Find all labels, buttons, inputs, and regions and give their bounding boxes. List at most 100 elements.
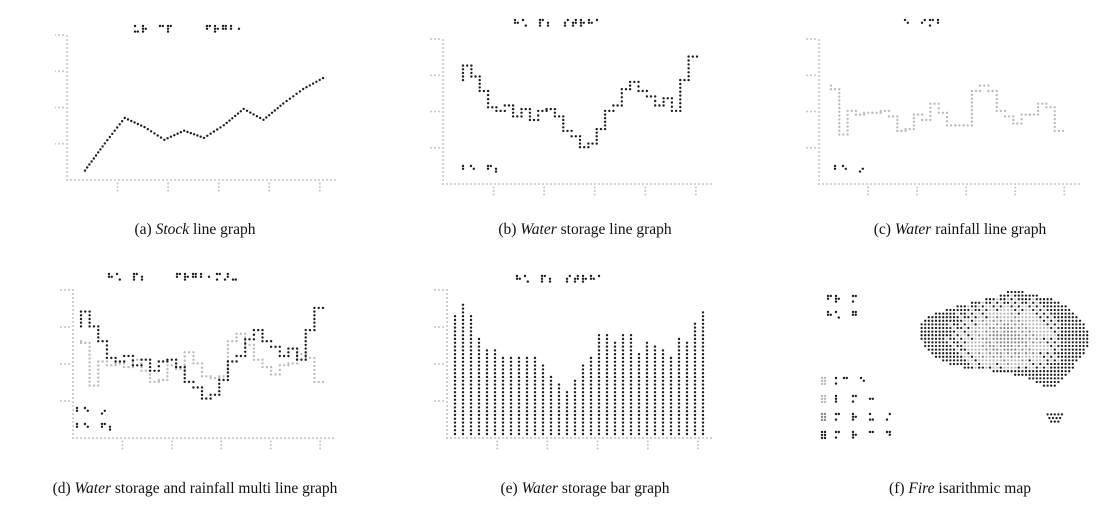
bar-dot: [661, 391, 665, 394]
x-axis-dot: [497, 436, 501, 440]
map-dot: [1028, 352, 1031, 355]
x-tick-dot: [319, 440, 322, 443]
map-dot: [996, 323, 999, 326]
map-dot: [1064, 330, 1067, 333]
x-axis-dot: [641, 436, 645, 440]
braille-dot: [161, 24, 164, 28]
map-dot: [1078, 344, 1082, 348]
map-dot: [1024, 373, 1028, 376]
map-dot: [1086, 330, 1089, 333]
map-dot: [945, 359, 948, 362]
bar-dot: [605, 334, 609, 337]
x-axis-dot: [125, 178, 129, 182]
y-axis-dot: [817, 106, 821, 110]
y-tick-dot: [433, 146, 437, 149]
line-dot: [662, 100, 665, 104]
line-dot: [511, 115, 515, 118]
map-dot: [1042, 330, 1046, 333]
line-dot: [491, 106, 494, 109]
map-dot: [1042, 312, 1046, 315]
fire-isarithmic-map: [820, 290, 1089, 440]
bar-dot: [581, 406, 585, 409]
bar: [517, 356, 521, 436]
x-tick-dot: [269, 443, 272, 447]
x-axis-dot: [601, 436, 605, 440]
map-dot: [1075, 319, 1078, 322]
map-dot: [945, 330, 948, 333]
bar-dot: [645, 417, 649, 420]
y-axis-dot: [441, 114, 445, 118]
map-dot: [1064, 319, 1067, 322]
x-axis-dot: [873, 182, 877, 186]
line-dot: [101, 145, 104, 148]
bar-dot: [605, 387, 609, 390]
y-axis-dot: [71, 364, 75, 368]
map-dot: [974, 323, 977, 326]
bar: [693, 322, 697, 436]
map-dot: [996, 301, 999, 304]
line-dot: [321, 380, 325, 384]
braille-dot: [521, 18, 525, 22]
map-dot: [981, 301, 984, 304]
bar-dot: [461, 303, 465, 306]
line-dot: [136, 358, 139, 361]
y-axis-dot: [445, 340, 449, 344]
braille-dot: [538, 21, 542, 24]
bar-dot: [565, 398, 569, 401]
map-dot: [931, 330, 934, 333]
map-dot: [1032, 344, 1035, 348]
map-dot: [1010, 341, 1013, 344]
bar-dot: [509, 417, 513, 420]
map-dot: [942, 337, 945, 340]
bar-dot: [461, 379, 465, 382]
braille-dot: [141, 30, 145, 33]
line-dot: [624, 88, 628, 91]
line-dot: [131, 362, 135, 365]
line-dot: [252, 351, 256, 354]
bar-dot: [509, 375, 513, 379]
line-dot: [261, 362, 264, 365]
bar-dot: [469, 429, 473, 432]
bar-dot: [693, 322, 697, 325]
bar-dot: [597, 432, 601, 436]
map-dot: [1060, 334, 1064, 337]
line-dot: [311, 82, 315, 85]
x-tick-dot: [694, 189, 697, 193]
line-dot: [244, 332, 247, 335]
map-dot: [1050, 312, 1053, 315]
map-dot: [1010, 359, 1013, 362]
line-dot: [654, 95, 657, 98]
swatch-dot: [820, 397, 824, 401]
map-dot: [1039, 362, 1042, 366]
line-dot: [166, 367, 169, 371]
map-dot: [1021, 312, 1024, 315]
swatch-dot: [823, 415, 827, 419]
braille-dot: [115, 272, 119, 276]
x-axis-dot: [669, 182, 673, 186]
map-dot: [978, 330, 981, 333]
y-axis-dot: [441, 106, 445, 110]
braille-dot: [75, 425, 79, 428]
bar-dot: [597, 406, 601, 409]
line-dot: [995, 89, 998, 93]
bar-dot: [669, 406, 673, 409]
y-axis-dot: [445, 400, 449, 404]
x-axis-dot: [1009, 182, 1013, 186]
line-dot: [553, 107, 557, 111]
bar-dot: [621, 379, 625, 382]
line-dot: [637, 85, 640, 88]
line-dot: [846, 113, 849, 117]
y-axis-dot: [445, 420, 449, 424]
map-dot: [1053, 366, 1056, 369]
bar-dot: [477, 379, 481, 382]
y-axis-dot: [817, 170, 821, 174]
bar-dot: [477, 372, 481, 375]
bar-dot: [469, 421, 473, 424]
bar-dot: [701, 341, 705, 344]
map-dot: [960, 337, 963, 340]
y-axis-dot: [441, 50, 445, 54]
line-dot: [199, 135, 202, 138]
bar-dot: [597, 417, 601, 420]
map-dot: [967, 308, 970, 312]
bar-dot: [597, 391, 601, 394]
